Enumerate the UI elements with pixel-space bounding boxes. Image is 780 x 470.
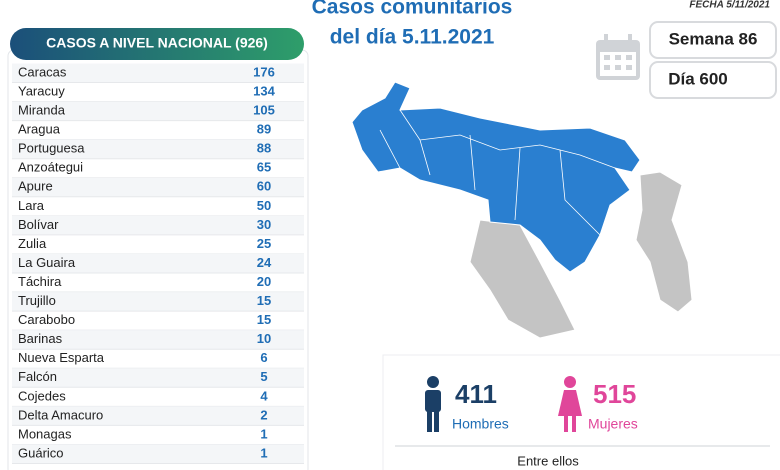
state-name: Caracas xyxy=(18,64,67,79)
date: FECHA 5/11/2021 xyxy=(689,0,770,11)
state-name: Apure xyxy=(18,179,53,194)
state-name: Bolívar xyxy=(18,217,59,232)
state-cases: 50 xyxy=(257,198,271,213)
row-bg xyxy=(12,406,304,426)
row-bg xyxy=(12,330,304,350)
state-cases: 15 xyxy=(257,293,271,308)
stats-panel xyxy=(382,354,780,470)
state-cases: 176 xyxy=(253,64,275,79)
state-cases: 25 xyxy=(257,236,271,251)
row-bg xyxy=(12,139,304,159)
title-line1: Casos comunitarios xyxy=(312,0,513,19)
state-name: Falcón xyxy=(18,369,57,384)
state-cases: 1 xyxy=(260,426,267,441)
week: Semana 86 xyxy=(669,29,758,48)
state-cases: 20 xyxy=(257,274,271,289)
woman-icon xyxy=(558,376,582,432)
state-name: Cojedes xyxy=(18,388,66,403)
state-name: Yaracuy xyxy=(18,83,65,98)
state-cases: 134 xyxy=(253,83,275,98)
man-icon xyxy=(425,376,441,432)
women-count: 515 xyxy=(593,379,636,409)
state-cases: 30 xyxy=(257,217,271,232)
note: Entre ellos xyxy=(517,453,579,468)
state-name: Zulia xyxy=(18,236,47,251)
state-name: Aragua xyxy=(18,122,61,137)
state-name: Anzoátegui xyxy=(18,160,83,175)
state-name: Lara xyxy=(18,198,45,213)
title-line2: del día 5.11.2021 xyxy=(330,26,495,49)
row-bg xyxy=(12,177,304,197)
men-label: Hombres xyxy=(452,416,509,432)
row-bg xyxy=(12,444,304,464)
state-name: Barinas xyxy=(18,331,63,346)
week-box xyxy=(649,21,777,59)
state-cases: 1 xyxy=(260,445,267,460)
state-name: Guárico xyxy=(18,445,64,460)
state-cases: 88 xyxy=(257,141,271,156)
day: Día 600 xyxy=(668,69,728,88)
state-name: Miranda xyxy=(18,103,66,118)
state-cases: 105 xyxy=(253,103,275,118)
table-header xyxy=(10,28,304,60)
state-name: Delta Amacuro xyxy=(18,407,103,422)
state-cases: 24 xyxy=(257,255,272,270)
state-name: Monagas xyxy=(18,426,72,441)
day-box xyxy=(649,61,777,99)
state-name: Nueva Esparta xyxy=(18,350,105,365)
row-bg xyxy=(12,63,304,83)
state-cases: 89 xyxy=(257,122,271,137)
state-cases: 5 xyxy=(260,369,267,384)
map xyxy=(351,81,693,339)
table-title: CASOS A NIVEL NACIONAL (926) xyxy=(46,35,268,51)
calendar-icon xyxy=(596,34,640,80)
state-cases: 60 xyxy=(257,179,271,194)
state-name: Carabobo xyxy=(18,312,75,327)
row-bg xyxy=(12,101,304,121)
row-bg xyxy=(12,215,304,235)
row-bg xyxy=(12,292,304,312)
state-cases: 15 xyxy=(257,312,271,327)
women-label: Mujeres xyxy=(588,416,638,432)
state-name: Portuguesa xyxy=(18,141,85,156)
state-cases: 4 xyxy=(260,388,268,403)
state-name: La Guaira xyxy=(18,255,76,270)
row-bg xyxy=(12,254,304,273)
state-name: Táchira xyxy=(18,274,62,289)
state-name: Trujillo xyxy=(18,293,56,308)
state-cases: 65 xyxy=(257,160,271,175)
row-bg xyxy=(12,368,304,388)
state-cases: 10 xyxy=(257,331,271,346)
men-count: 411 xyxy=(455,379,497,409)
state-cases: 6 xyxy=(260,350,267,365)
state-cases: 2 xyxy=(260,407,267,422)
